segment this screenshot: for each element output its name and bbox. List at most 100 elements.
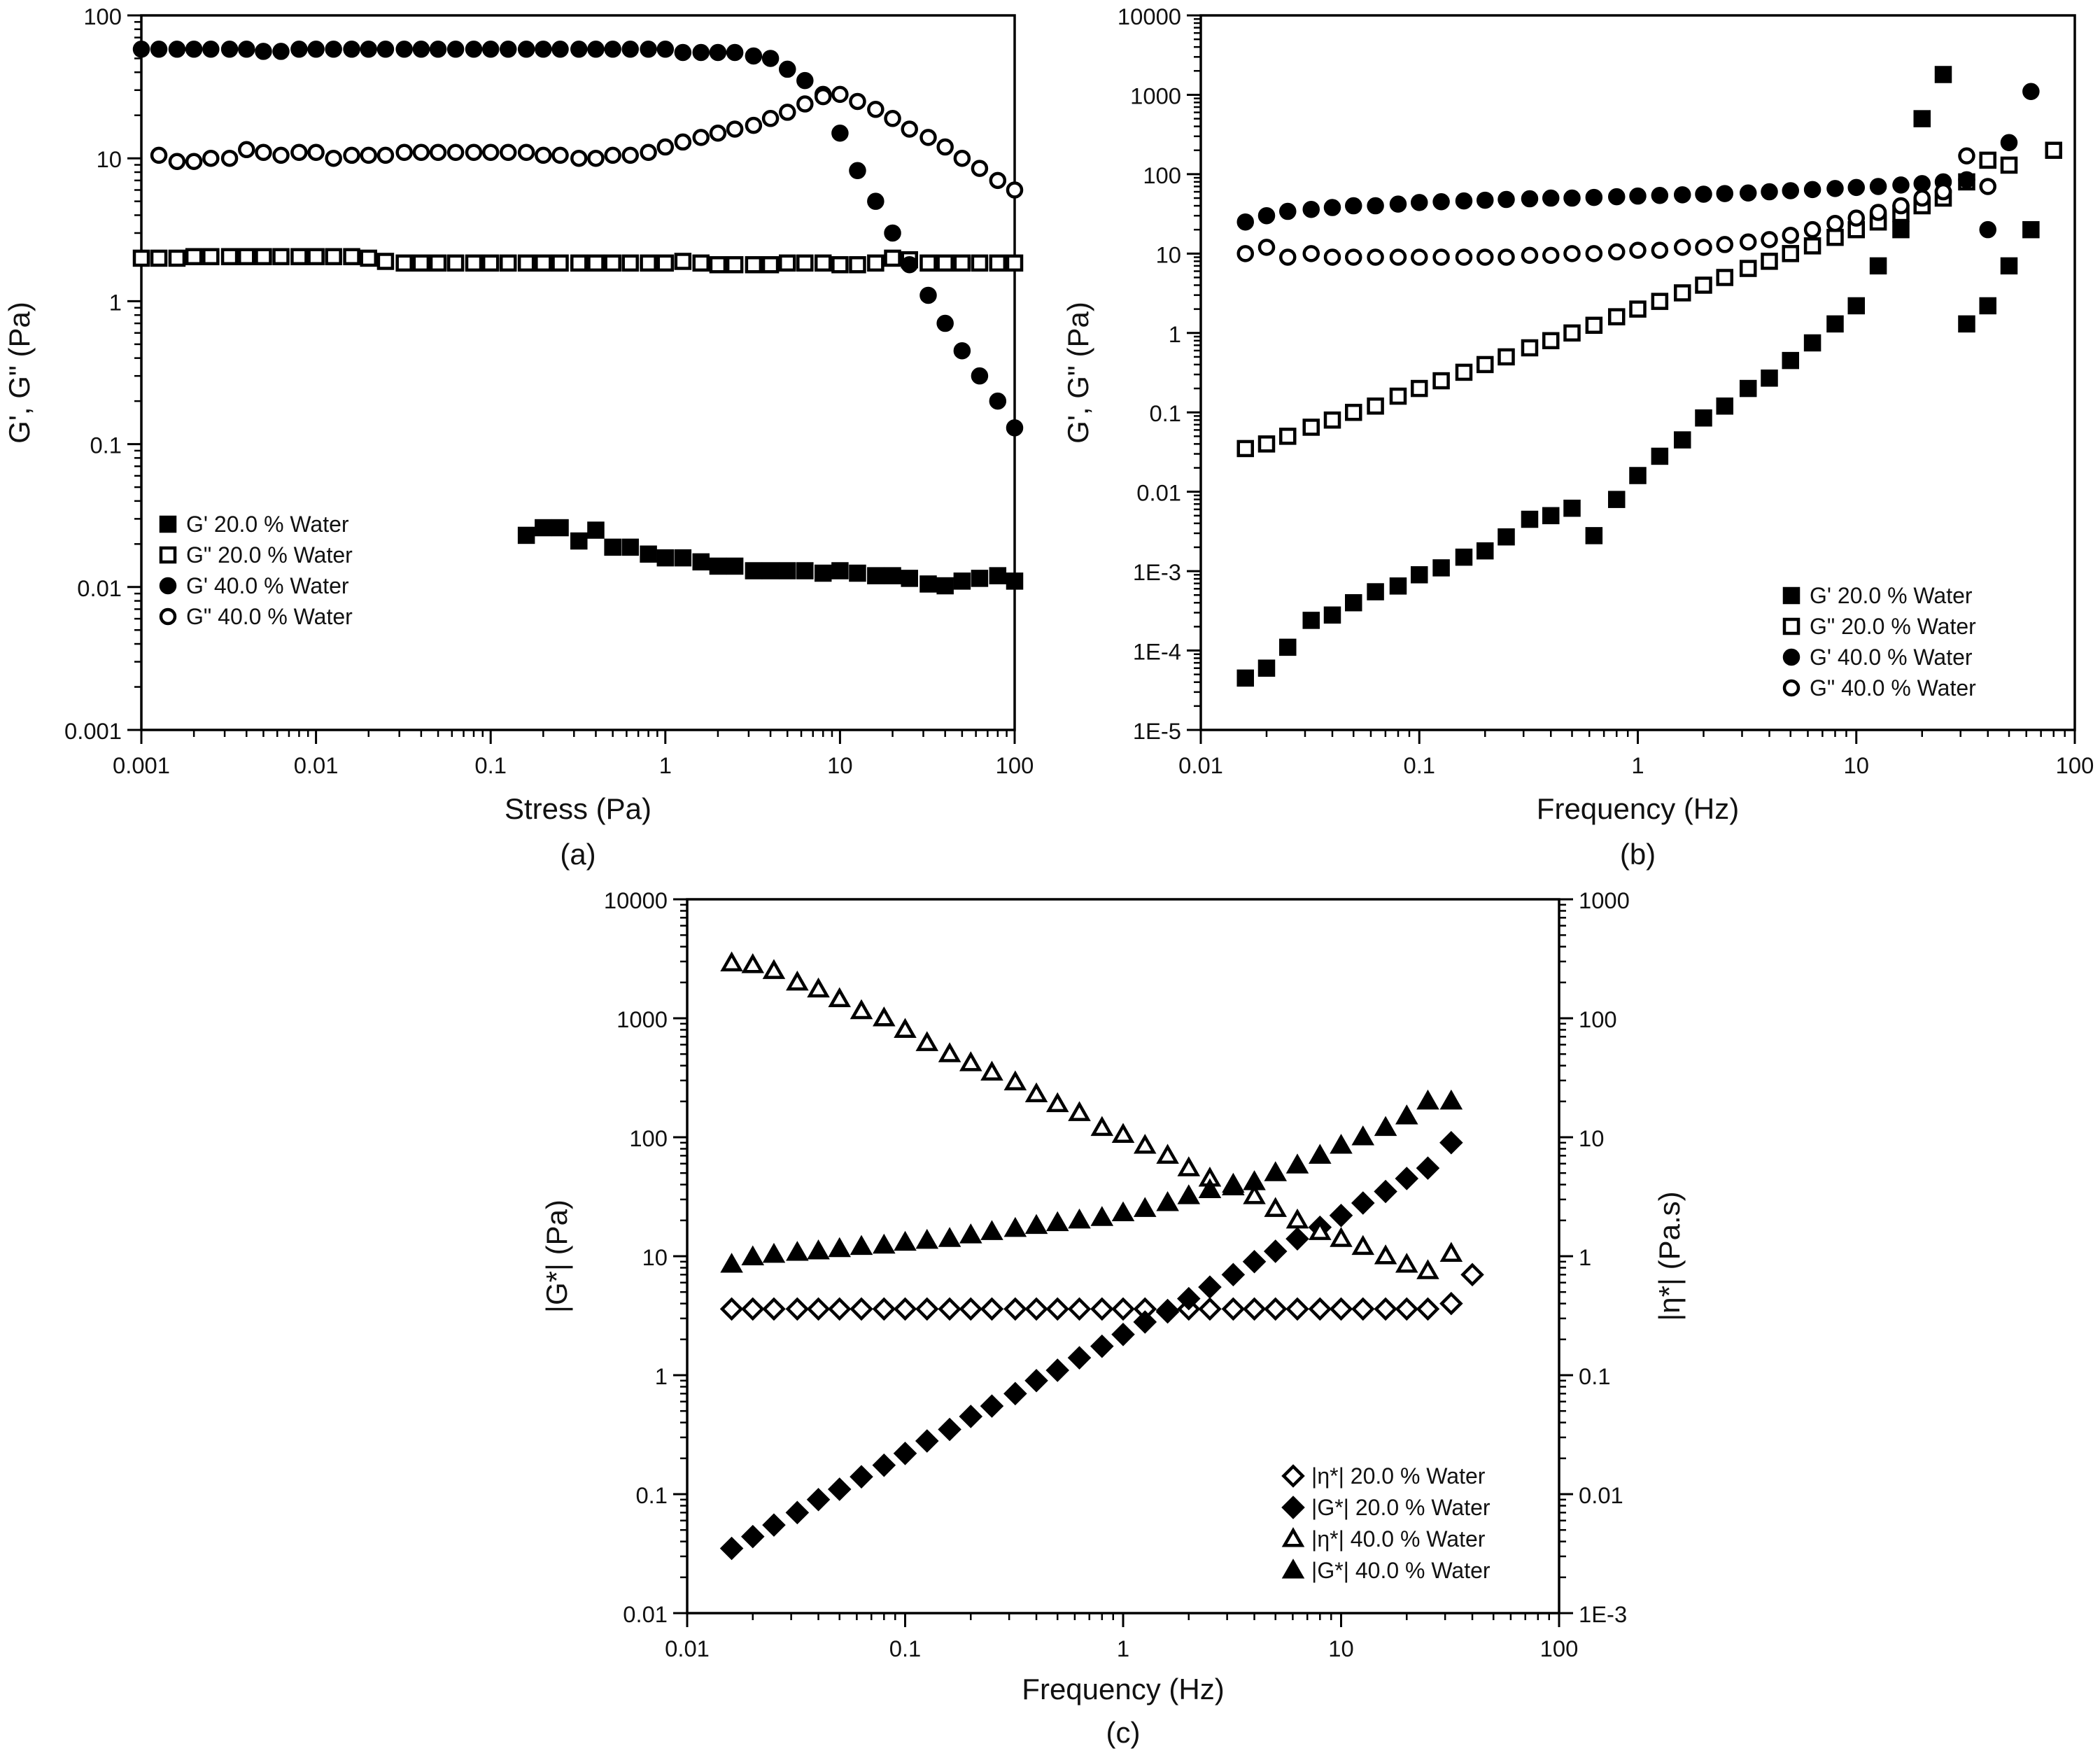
data-point — [395, 254, 413, 272]
data-point — [1279, 638, 1297, 656]
data-point — [1045, 1211, 1069, 1232]
data-point — [1826, 214, 1844, 232]
data-point — [953, 254, 971, 272]
data-point — [1111, 1123, 1135, 1143]
data-point — [953, 342, 971, 360]
data-point — [971, 367, 989, 385]
data-point — [1782, 182, 1800, 199]
data-point — [720, 951, 743, 971]
data-point — [272, 248, 290, 265]
data-point — [872, 1453, 896, 1477]
legend-marker — [1782, 648, 1800, 666]
data-point — [1090, 1334, 1114, 1358]
legend-marker — [159, 515, 177, 533]
data-point — [894, 1018, 917, 1039]
data-point — [168, 153, 186, 170]
legend-label: G' 20.0 % Water — [186, 512, 349, 537]
data-point — [325, 149, 342, 167]
data-point — [761, 50, 780, 67]
data-point — [656, 41, 675, 58]
legend-marker — [1281, 1527, 1305, 1547]
x-axis-title: Frequency (Hz) — [1022, 1673, 1224, 1706]
data-point — [517, 526, 535, 544]
data-point — [796, 71, 814, 90]
data-point — [807, 977, 830, 998]
data-point — [831, 256, 849, 274]
data-point — [726, 43, 744, 62]
data-point — [959, 1405, 983, 1428]
x-tick-label: 0.1 — [474, 752, 507, 778]
series-4 — [150, 85, 1024, 199]
data-point — [1439, 1130, 1463, 1155]
data-point — [1351, 1125, 1375, 1146]
data-point — [1739, 379, 1757, 398]
y-tick-label: 10 — [97, 146, 122, 172]
data-point — [872, 1297, 896, 1321]
data-point — [1958, 171, 1975, 189]
data-point — [1782, 351, 1800, 370]
data-point — [1279, 428, 1297, 445]
data-point — [1585, 188, 1603, 206]
data-point — [1716, 269, 1734, 286]
panel-label: (c) — [1106, 1716, 1141, 1749]
data-point — [1869, 178, 1887, 195]
data-point — [1695, 239, 1712, 256]
data-point — [674, 133, 692, 151]
data-point — [828, 1237, 852, 1258]
data-point — [1563, 324, 1581, 342]
data-point — [915, 1228, 939, 1249]
data-point — [1133, 1134, 1157, 1154]
data-point — [1111, 1323, 1135, 1346]
data-point — [343, 248, 360, 265]
y-tick-label: 100 — [629, 1125, 668, 1151]
legend-marker — [1782, 586, 1800, 605]
data-point — [1389, 248, 1407, 266]
data-point — [1782, 226, 1800, 244]
series-2 — [719, 1130, 1463, 1561]
data-point — [1607, 188, 1626, 206]
data-point — [814, 564, 832, 582]
data-point — [150, 41, 168, 58]
data-point — [307, 143, 325, 161]
data-point — [1521, 246, 1539, 265]
chart-panel-a: 0.001 0.01 0.1 1 10 100 0.001 0.01 0.1 1 10 100 Stre… — [3, 3, 1034, 871]
data-point — [1416, 1156, 1440, 1180]
data-point — [1979, 297, 1996, 315]
data-point — [255, 43, 272, 60]
series-1 — [517, 519, 1024, 595]
data-point — [1177, 1156, 1201, 1176]
legend-label: G" 40.0 % Water — [186, 604, 353, 629]
y-tick-label: 1 — [655, 1363, 668, 1389]
series-4 — [1236, 147, 1996, 266]
data-point — [1979, 178, 1996, 195]
data-point — [1308, 1297, 1332, 1321]
data-point — [796, 95, 814, 113]
data-point — [2045, 141, 2062, 159]
data-point — [1285, 1208, 1309, 1229]
data-point — [1629, 467, 1647, 484]
data-point — [1257, 435, 1276, 453]
data-point — [1222, 1175, 1245, 1195]
y-tick-label: 1000 — [1130, 83, 1181, 108]
data-point — [1374, 1244, 1397, 1265]
data-point — [1111, 1297, 1135, 1321]
y-right-tick-label: 10 — [1579, 1125, 1604, 1151]
data-point — [884, 224, 901, 242]
data-point — [1263, 1297, 1288, 1321]
data-point — [1374, 1297, 1397, 1321]
y-tick-label: 1000 — [616, 1006, 668, 1032]
data-point — [1068, 1208, 1091, 1229]
data-point — [1913, 175, 1931, 192]
data-point — [867, 567, 885, 584]
data-point — [884, 110, 901, 127]
data-point — [674, 549, 692, 567]
data-point — [971, 254, 989, 272]
data-point — [1521, 190, 1539, 208]
data-point — [1455, 548, 1473, 566]
data-point — [1177, 1184, 1201, 1204]
data-point — [1695, 409, 1712, 427]
y-right-tick-label: 100 — [1579, 1006, 1617, 1032]
x-tick-label: 1 — [1631, 752, 1644, 778]
data-point — [919, 129, 937, 146]
